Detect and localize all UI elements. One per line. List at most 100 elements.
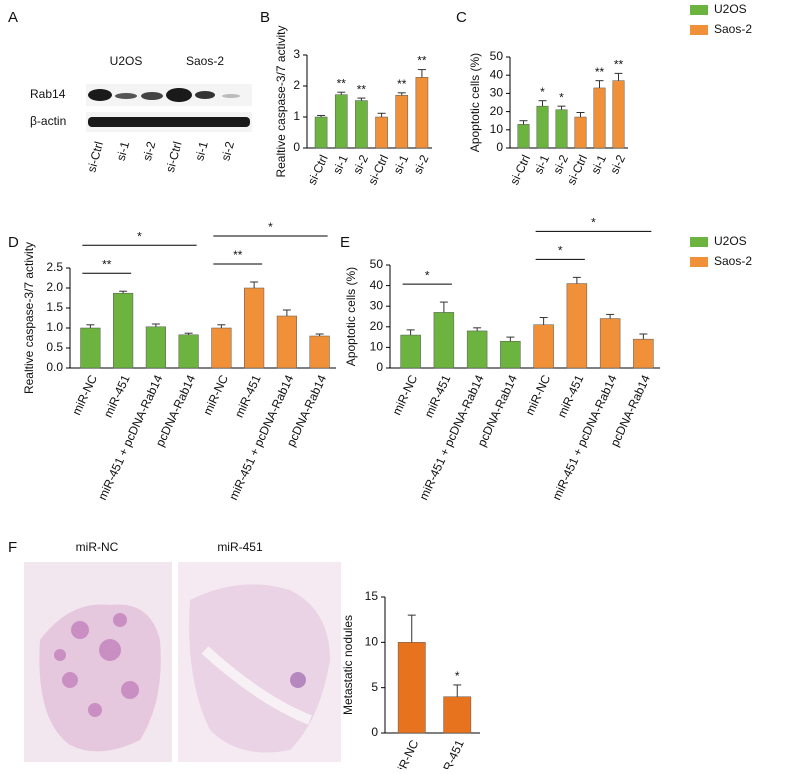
significance: ** xyxy=(397,77,407,91)
lane-label: si-Ctrl xyxy=(163,140,185,174)
panel-label: B xyxy=(260,9,270,26)
bar xyxy=(415,77,429,149)
bar xyxy=(599,318,621,369)
bar xyxy=(593,87,606,149)
y-tick-label: 2 xyxy=(293,78,300,92)
bar xyxy=(145,326,166,369)
y-axis-label: Realtive caspase-3/7 activity xyxy=(22,242,36,394)
y-tick-label: 15 xyxy=(365,589,379,603)
significance: * xyxy=(540,85,545,99)
comparison-label: ** xyxy=(102,257,112,271)
band xyxy=(195,91,215,99)
significance: * xyxy=(559,90,564,104)
legend-swatch xyxy=(690,257,708,267)
y-tick-label: 0 xyxy=(496,140,503,154)
y-tick-label: 0 xyxy=(371,725,378,739)
significance: * xyxy=(455,669,460,683)
panel-label: D xyxy=(8,234,19,251)
y-axis-label: Apoptotic cells (%) xyxy=(344,267,358,366)
panel-label: E xyxy=(340,234,350,251)
bar xyxy=(533,324,554,369)
panel-label: A xyxy=(8,9,18,26)
x-tick-label: si-2 xyxy=(607,152,628,176)
legend-label: U2OS xyxy=(714,2,747,16)
bar xyxy=(397,642,426,734)
y-axis-label: Metastatic nodules xyxy=(341,615,355,715)
bar xyxy=(211,327,232,369)
x-tick-label: miR-NC xyxy=(391,737,422,769)
x-tick-label: si-Ctrl xyxy=(507,153,533,187)
row-label: Rab14 xyxy=(30,87,66,101)
bar xyxy=(555,109,568,149)
nodule xyxy=(290,672,306,688)
band xyxy=(222,94,240,98)
bar xyxy=(400,334,421,369)
lane-label: si-2 xyxy=(218,140,237,163)
bar xyxy=(80,327,101,369)
band xyxy=(166,88,192,102)
x-tick-label: si-Ctrl xyxy=(305,153,331,187)
y-tick-label: 20 xyxy=(370,319,384,333)
bar xyxy=(633,338,654,369)
lane-label: si-1 xyxy=(114,140,133,163)
y-tick-label: 1.0 xyxy=(46,320,63,334)
legend-swatch xyxy=(690,25,708,35)
y-tick-label: 40 xyxy=(370,278,384,292)
x-tick-label: miR-NC xyxy=(523,372,554,417)
y-tick-label: 0.5 xyxy=(46,340,63,354)
y-tick-label: 10 xyxy=(490,122,504,136)
y-axis-label: Realtive caspase-3/7 activity xyxy=(274,25,288,177)
legend-label: Saos-2 xyxy=(714,254,752,268)
row-label: β-actin xyxy=(30,114,66,128)
bar xyxy=(178,334,199,369)
y-tick-label: 30 xyxy=(370,298,384,312)
significance: ** xyxy=(614,58,624,72)
y-tick-label: 2.5 xyxy=(46,260,63,274)
y-axis-label: Apoptotic cells (%) xyxy=(468,53,482,152)
legend-label: Saos-2 xyxy=(714,22,752,36)
y-tick-label: 10 xyxy=(365,635,379,649)
panel-label: C xyxy=(456,9,467,26)
tissue xyxy=(39,604,161,752)
band xyxy=(115,93,137,99)
y-tick-label: 30 xyxy=(490,86,504,100)
comparison-label: * xyxy=(558,244,563,258)
x-tick-label: miR-NC xyxy=(69,372,100,417)
x-tick-label: miR-451 xyxy=(101,372,133,419)
comparison-label: * xyxy=(425,268,430,282)
bar xyxy=(574,116,587,149)
lane-label: si-Ctrl xyxy=(84,140,106,174)
bar xyxy=(433,312,455,369)
panel-label: F xyxy=(8,539,17,556)
comparison-label: * xyxy=(268,220,273,234)
x-tick-label: miR-451 xyxy=(435,737,467,769)
x-tick-label: miR-451 xyxy=(555,372,587,419)
lane-label: si-2 xyxy=(140,140,159,163)
bar xyxy=(612,80,625,149)
y-tick-label: 0.0 xyxy=(46,360,63,374)
image-label: miR-451 xyxy=(217,540,263,554)
y-tick-label: 50 xyxy=(490,49,504,63)
x-tick-label: si-1 xyxy=(531,152,552,176)
bands xyxy=(88,88,250,127)
comparison-label: * xyxy=(591,216,596,230)
vessel xyxy=(201,646,312,725)
x-tick-label: si-2 xyxy=(411,152,432,176)
y-tick-label: 50 xyxy=(370,257,384,271)
bar xyxy=(500,340,521,369)
y-tick-label: 0 xyxy=(376,360,383,374)
cell-line: U2OS xyxy=(110,54,143,68)
bar xyxy=(517,124,530,149)
y-tick-label: 2.0 xyxy=(46,280,63,294)
bar xyxy=(276,315,297,369)
y-tick-label: 1 xyxy=(293,109,300,123)
x-tick-label: miR-NC xyxy=(200,372,231,417)
y-tick-label: 5 xyxy=(371,680,378,694)
y-tick-label: 40 xyxy=(490,67,504,81)
significance: ** xyxy=(417,54,427,68)
bar xyxy=(395,95,409,149)
bar xyxy=(113,292,134,369)
image-label: miR-NC xyxy=(76,540,119,554)
bar xyxy=(334,94,348,149)
